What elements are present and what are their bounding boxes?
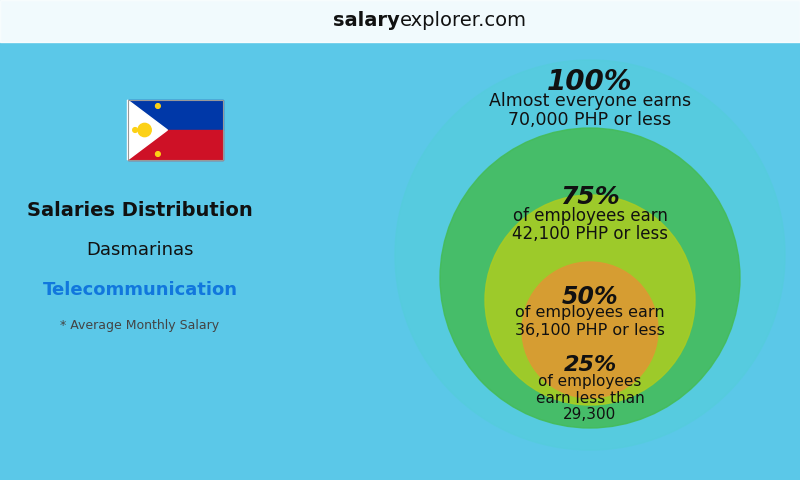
Text: salary: salary <box>334 12 400 31</box>
Text: 29,300: 29,300 <box>563 407 617 422</box>
Circle shape <box>485 195 695 405</box>
Bar <box>0 0 800 42</box>
Text: Salaries Distribution: Salaries Distribution <box>27 201 253 219</box>
Text: 70,000 PHP or less: 70,000 PHP or less <box>509 111 671 129</box>
Text: 50%: 50% <box>562 285 618 309</box>
Circle shape <box>155 104 160 108</box>
Text: 75%: 75% <box>560 185 620 209</box>
Circle shape <box>133 128 138 132</box>
Text: 25%: 25% <box>563 355 617 375</box>
Circle shape <box>395 60 785 450</box>
Circle shape <box>138 123 151 137</box>
Text: Almost everyone earns: Almost everyone earns <box>489 92 691 110</box>
Text: Telecommunication: Telecommunication <box>42 281 238 299</box>
Text: 42,100 PHP or less: 42,100 PHP or less <box>512 225 668 242</box>
Circle shape <box>440 128 740 428</box>
Text: earn less than: earn less than <box>536 391 644 406</box>
Text: * Average Monthly Salary: * Average Monthly Salary <box>61 319 219 332</box>
Text: explorer.com: explorer.com <box>400 12 527 31</box>
Text: Dasmarinas: Dasmarinas <box>86 241 194 259</box>
Circle shape <box>522 262 658 398</box>
Bar <box>127 100 222 130</box>
Polygon shape <box>127 100 167 160</box>
Text: of employees: of employees <box>538 374 642 389</box>
Text: of employees earn: of employees earn <box>515 305 665 321</box>
Bar <box>127 130 222 160</box>
Text: 100%: 100% <box>547 68 633 96</box>
Text: of employees earn: of employees earn <box>513 206 667 225</box>
Circle shape <box>155 152 160 156</box>
Text: 36,100 PHP or less: 36,100 PHP or less <box>515 323 665 337</box>
Bar <box>127 100 222 160</box>
